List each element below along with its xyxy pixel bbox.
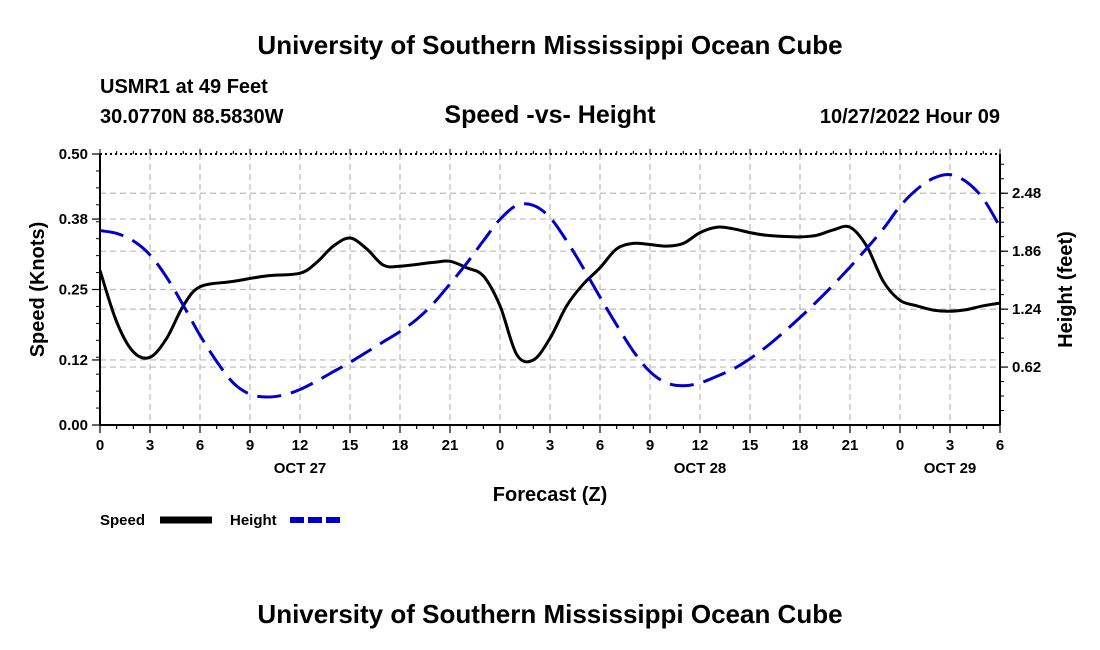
x-tick-label: 21 [842,437,859,454]
x-tick-label: 3 [546,437,554,454]
x-tick-label: 12 [292,437,309,454]
x-tick-label: 18 [792,437,809,454]
station-label: USMR1 at 49 Feet [100,76,268,98]
y-right-tick-label: 1.86 [1012,243,1041,260]
x-axis-title: Forecast (Z) [493,484,607,506]
date-label: OCT 29 [924,460,977,477]
x-tick-label: 6 [196,437,204,454]
x-tick-label: 9 [246,437,254,454]
page-title-repeat: University of Southern Mississippi Ocean… [257,599,843,629]
y-left-tick-label: 0.25 [59,282,88,299]
y-left-tick-label: 0.50 [59,146,88,163]
x-tick-label: 6 [596,437,604,454]
chart-subtitle: Speed -vs- Height [444,101,656,129]
y-right-tick-label: 0.62 [1012,359,1041,376]
date-label: OCT 28 [674,460,727,477]
x-tick-label: 0 [96,437,104,454]
y-left-tick-label: 0.12 [59,352,88,369]
x-tick-label: 15 [342,437,359,454]
page-title: University of Southern Mississippi Ocean… [257,30,843,60]
x-tick-label: 0 [496,437,504,454]
height-series-line [100,172,1000,399]
x-tick-label: 0 [896,437,904,454]
speed-series-line [100,224,1000,364]
legend-speed-label: Speed [100,512,145,529]
timestamp-label: 10/27/2022 Hour 09 [819,106,1000,128]
x-tick-label: 6 [996,437,1004,454]
x-tick-label: 18 [392,437,409,454]
x-tick-label: 3 [146,437,154,454]
y-right-tick-label: 1.24 [1012,301,1042,318]
coordinates-label: 30.0770N 88.5830W [100,106,284,128]
date-label: OCT 27 [274,460,327,477]
y-right-tick-label: 2.48 [1012,185,1041,202]
x-tick-label: 9 [646,437,654,454]
x-tick-label: 3 [946,437,954,454]
x-tick-label: 15 [742,437,759,454]
x-tick-label: 21 [442,437,459,454]
y-left-tick-label: 0.00 [59,417,88,434]
legend-height-label: Height [230,512,277,529]
y-left-tick-label: 0.38 [59,211,88,228]
x-tick-label: 12 [692,437,709,454]
y-right-axis-title: Height (feet) [1055,231,1077,348]
y-left-axis-title: Speed (Knots) [27,222,49,358]
